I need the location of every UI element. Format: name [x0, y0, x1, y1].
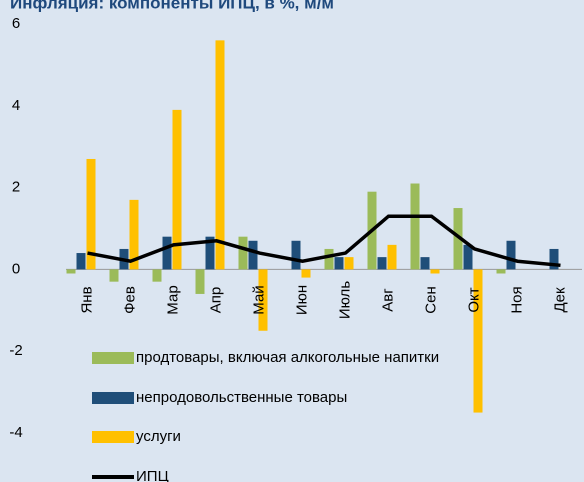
bar [301, 269, 311, 278]
bar [162, 236, 172, 270]
x-tick-label: Дек [551, 287, 568, 313]
x-tick-label: Авг [379, 288, 396, 312]
bar [344, 257, 354, 270]
line [87, 214, 561, 268]
bar [205, 236, 215, 270]
y-tick-label: -4 [9, 424, 22, 441]
y-tick-label: -2 [9, 342, 22, 359]
bar [473, 269, 483, 413]
bar [258, 269, 268, 331]
bar [195, 269, 205, 294]
bar [324, 248, 334, 270]
bar [334, 257, 344, 270]
bar [506, 240, 516, 270]
bar [129, 199, 139, 270]
legend-swatch [92, 352, 134, 364]
bar [387, 244, 397, 270]
x-tick-label: Июн [293, 285, 310, 315]
bar [152, 269, 162, 282]
legend-label: ИПЦ [136, 468, 169, 482]
bar [420, 257, 430, 270]
x-tick-label: Сен [422, 286, 439, 313]
x-tick-label: Фев [121, 286, 138, 314]
bar [215, 40, 225, 270]
x-tick-label: Май [250, 285, 267, 314]
x-tick-label: Мар [164, 285, 181, 314]
bar [463, 244, 473, 270]
bar [238, 236, 248, 270]
bar [410, 183, 420, 270]
legend-label: продтовары, включая алкогольные напитки [136, 349, 439, 366]
bar [549, 248, 559, 270]
x-tick-label: Апр [207, 287, 224, 313]
x-tick-label: Янв [78, 286, 95, 313]
y-tick-label: 6 [12, 15, 20, 32]
bar [66, 269, 76, 274]
bar [248, 240, 258, 270]
bar [291, 240, 301, 270]
y-tick-label: 4 [12, 97, 20, 114]
chart-title: Инфляция: компоненты ИПЦ, в %, м/м [10, 0, 334, 12]
legend-swatch [92, 392, 134, 404]
x-tick-label: Июль [336, 281, 353, 319]
y-tick-label: 0 [12, 260, 20, 277]
x-tick-label: Окт [465, 287, 482, 312]
legend-label: услуги [136, 428, 181, 445]
bar [377, 257, 387, 270]
x-tick-label: Ноя [508, 286, 525, 313]
y-tick-label: 2 [12, 179, 20, 196]
bar [76, 253, 86, 270]
bar [86, 158, 96, 270]
bar [430, 269, 440, 274]
bar [109, 269, 119, 282]
legend-label: непродовольственные товары [136, 389, 347, 406]
bar [496, 269, 506, 274]
legend-swatch [92, 431, 134, 443]
bar [453, 208, 463, 270]
bar [172, 109, 182, 270]
